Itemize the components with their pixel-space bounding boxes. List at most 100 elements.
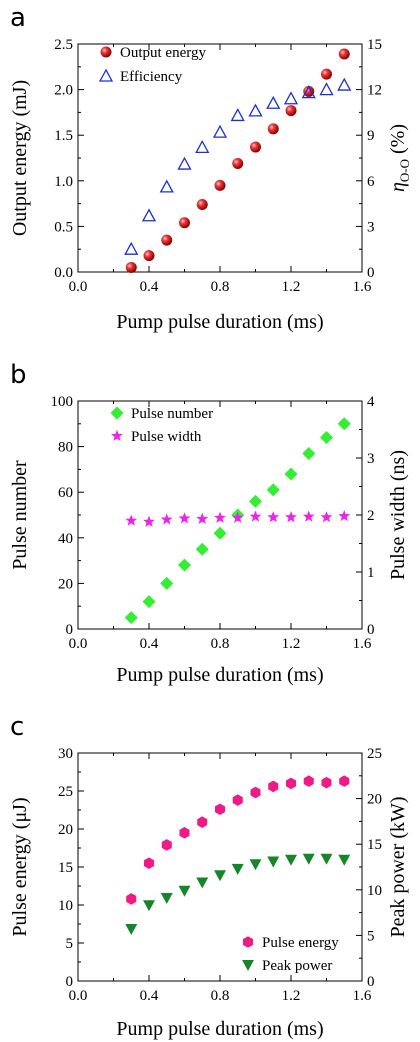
x-tick-label: 0.4 bbox=[140, 988, 159, 1004]
data-point bbox=[249, 494, 262, 508]
y2-tick-label: 9 bbox=[367, 128, 375, 144]
data-point bbox=[214, 511, 226, 523]
data-point bbox=[230, 108, 245, 122]
legend-label: Pulse width bbox=[131, 429, 202, 445]
series-output-energy bbox=[125, 48, 350, 273]
data-point bbox=[124, 241, 139, 255]
data-point bbox=[231, 863, 244, 875]
data-point bbox=[283, 91, 299, 105]
data-point bbox=[267, 856, 280, 868]
y-tick-label: 15 bbox=[58, 860, 73, 876]
data-point bbox=[160, 513, 173, 525]
x-tick-label: 1.2 bbox=[282, 636, 301, 652]
series-pulse-energy bbox=[126, 775, 350, 905]
data-point bbox=[125, 924, 138, 936]
data-point bbox=[141, 208, 157, 222]
data-point bbox=[143, 515, 155, 527]
y2-axis-title-unit: (%) bbox=[387, 124, 409, 159]
legend-label: Efficiency bbox=[120, 69, 183, 85]
y2-tick-label: 15 bbox=[367, 37, 382, 53]
y-tick-label: 25 bbox=[58, 784, 73, 800]
y-tick-label: 0.0 bbox=[54, 265, 73, 281]
data-point bbox=[160, 893, 173, 905]
data-point bbox=[320, 430, 333, 444]
y2-tick-label: 0 bbox=[367, 622, 375, 638]
data-point bbox=[179, 217, 190, 229]
x-tick-label: 0.8 bbox=[211, 636, 230, 652]
x-tick-label: 0.4 bbox=[140, 636, 159, 652]
data-point bbox=[196, 877, 209, 889]
data-point bbox=[177, 156, 192, 170]
data-point bbox=[142, 595, 156, 609]
data-point bbox=[267, 511, 280, 523]
data-point bbox=[196, 512, 209, 525]
y2-tick-label: 10 bbox=[367, 883, 382, 899]
chart-panel-a: a 0.0 0.4 0.8 1.2 1.6 0.0 0.5 1.0 1.5 2.0 2.5 0 3 6 9 12… bbox=[9, 3, 412, 333]
x-tick-label: 1.2 bbox=[282, 279, 301, 295]
data-point bbox=[337, 417, 351, 431]
y2-tick-label: 4 bbox=[367, 394, 375, 410]
data-point bbox=[320, 511, 333, 523]
y2-tick-label: 3 bbox=[367, 451, 375, 467]
data-point bbox=[214, 803, 226, 816]
data-point bbox=[339, 775, 350, 787]
y-tick-label: 0 bbox=[66, 974, 74, 990]
data-point bbox=[267, 123, 279, 135]
y2-tick-label: 2 bbox=[367, 508, 375, 524]
y2-tick-label: 25 bbox=[367, 746, 382, 762]
data-point bbox=[302, 446, 316, 460]
data-point bbox=[338, 48, 350, 60]
x-tick-label: 0.0 bbox=[69, 988, 88, 1004]
y2-tick-label: 15 bbox=[367, 837, 382, 853]
x-tick-label: 0.0 bbox=[69, 636, 88, 652]
data-point bbox=[248, 103, 263, 117]
legend-label: Output energy bbox=[120, 45, 206, 61]
data-point bbox=[268, 780, 279, 793]
y-tick-label: 0.5 bbox=[54, 219, 73, 235]
data-point bbox=[125, 261, 137, 273]
data-point bbox=[285, 105, 297, 117]
panel-letter: b bbox=[10, 360, 27, 390]
y2-axis-title-subscript: O-O bbox=[397, 159, 412, 182]
y-tick-label: 100 bbox=[51, 394, 74, 410]
data-point bbox=[284, 467, 298, 481]
x-tick-label: 1.6 bbox=[353, 636, 372, 652]
data-point bbox=[195, 542, 209, 556]
data-point bbox=[338, 509, 351, 522]
data-point bbox=[285, 511, 297, 523]
data-point bbox=[159, 179, 174, 193]
data-point bbox=[231, 511, 244, 523]
data-point bbox=[178, 885, 191, 897]
legend-marker bbox=[242, 960, 254, 971]
y-tick-label: 20 bbox=[58, 822, 73, 838]
x-tick-label: 0.4 bbox=[140, 279, 159, 295]
data-point bbox=[250, 141, 261, 153]
data-point bbox=[301, 85, 316, 99]
y-tick-label: 20 bbox=[58, 576, 73, 592]
series-pulse-width bbox=[125, 509, 351, 527]
data-point bbox=[125, 514, 138, 526]
y2-tick-label: 3 bbox=[367, 219, 375, 235]
y-tick-label: 30 bbox=[58, 746, 73, 762]
y2-tick-label: 1 bbox=[367, 565, 375, 581]
data-point bbox=[319, 82, 334, 96]
y-tick-label: 10 bbox=[58, 898, 73, 914]
y2-tick-label: 6 bbox=[367, 174, 375, 190]
data-point bbox=[338, 854, 351, 866]
data-point bbox=[161, 839, 172, 851]
x-tick-label: 0.8 bbox=[211, 988, 230, 1004]
legend-marker bbox=[98, 68, 114, 82]
y2-tick-label: 5 bbox=[367, 928, 375, 944]
data-point bbox=[266, 483, 280, 497]
y2-tick-label: 0 bbox=[367, 974, 375, 990]
data-point bbox=[195, 140, 210, 154]
x-axis-title: Pump pulse duration (ms) bbox=[116, 311, 323, 333]
data-point bbox=[321, 776, 332, 789]
y2-tick-label: 20 bbox=[367, 792, 382, 808]
data-point bbox=[214, 870, 226, 882]
data-point bbox=[160, 576, 174, 590]
y2-axis-title: Peak power (kW) bbox=[387, 796, 409, 937]
data-point bbox=[250, 786, 261, 799]
data-point bbox=[337, 77, 352, 91]
y2-axis-title-symbol: η bbox=[387, 182, 409, 192]
